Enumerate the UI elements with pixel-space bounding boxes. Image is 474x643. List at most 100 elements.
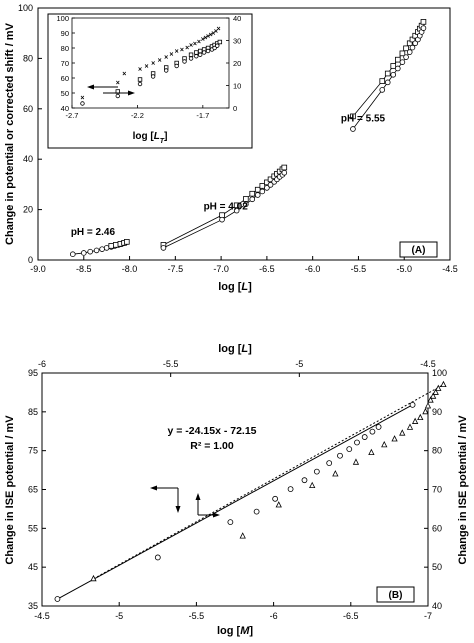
inset-data: ×××× × × × × × × × × × × × ××××××× — [80, 26, 223, 106]
data-point — [239, 532, 246, 539]
panel-b-regression-equation: y = -24.15x - 72.15 — [167, 425, 256, 437]
data-point — [313, 468, 320, 475]
x-tick-label: -7 — [424, 611, 432, 621]
data-point — [90, 574, 97, 582]
data-point — [350, 113, 356, 120]
panel-a-label: (A) — [412, 245, 426, 256]
data-point — [124, 239, 130, 245]
data-point — [93, 247, 100, 254]
data-point — [103, 245, 110, 251]
inset-data-point: × — [201, 37, 205, 44]
data-point — [354, 439, 360, 446]
data-point — [390, 63, 397, 69]
data-point — [233, 207, 240, 214]
data-point — [420, 25, 427, 31]
inset-data-point: × — [189, 43, 193, 50]
data-point — [272, 495, 279, 502]
data-point — [384, 70, 391, 77]
y-tick-label: 20 — [23, 205, 33, 215]
data-point — [281, 170, 288, 176]
data-point — [346, 446, 353, 453]
inset-ticks: -2.7 -2.2 -1.7 40 50 60 70 80 90 100 0 10 20 30 40 — [56, 14, 241, 120]
y2-tick-label: 100 — [432, 368, 447, 378]
data-point — [381, 440, 388, 448]
data-point — [87, 248, 93, 255]
inset-y2-tick-label: 10 — [233, 82, 241, 91]
inset-data-point: × — [214, 28, 218, 35]
inset-y2-tick-label: 20 — [233, 59, 241, 68]
panel-a-annotations: pH = 2.46 pH = 4.02 pH = 5.55 — [71, 113, 386, 237]
y-tick-label: 65 — [28, 485, 38, 495]
y-tick-label: 0 — [28, 255, 33, 265]
inset-y-tick-label: 90 — [61, 29, 69, 38]
x-tick-label: -4.5 — [34, 611, 50, 621]
panel-a-plot-frame — [37, 7, 451, 261]
data-point — [399, 59, 406, 65]
data-point — [264, 185, 270, 191]
x2-tick-label: -5 — [295, 359, 303, 369]
inset-x-tick-label: -2.2 — [131, 111, 144, 120]
data-point — [264, 179, 270, 186]
data-point — [409, 44, 416, 51]
data-point — [332, 470, 339, 477]
x-tick-label: -9.0 — [30, 264, 46, 274]
data-point — [369, 428, 376, 435]
data-point — [411, 417, 419, 424]
inset-y2-tick-label: 0 — [233, 104, 237, 113]
fit-line-0 — [57, 404, 413, 600]
x-tick-label: -8.5 — [76, 264, 92, 274]
data-point — [113, 242, 119, 248]
data-point — [254, 186, 261, 193]
data-point — [275, 501, 282, 508]
panel-b-ticks: -4.5 -5 -5.5 -6 -6.5 -7-6 -5.5 -5 -4.53545556575… — [28, 359, 447, 621]
data-point — [108, 243, 115, 249]
inset-y-tick-label: 70 — [61, 59, 69, 68]
y2-tick-label: 40 — [432, 601, 442, 611]
data-point — [219, 212, 225, 218]
inset-data-point — [217, 39, 223, 45]
panel-b-data — [54, 380, 447, 602]
data-point — [427, 396, 434, 403]
inset-data-point: × — [175, 49, 179, 56]
panel-a-x-axis-title: log [L] — [218, 281, 252, 293]
data-point — [99, 246, 105, 252]
inset-data-point — [198, 48, 203, 54]
x-tick-label: -5.5 — [189, 611, 205, 621]
panel-b-chart: -4.5 -5 -5.5 -6 -6.5 -7-6 -5.5 -5 -4.53545556575… — [4, 343, 469, 637]
y2-tick-label: 70 — [432, 485, 442, 495]
data-point — [390, 71, 397, 78]
data-point — [361, 434, 368, 440]
data-point — [259, 188, 266, 195]
panel-a-x-ticks: -9.0 -8.5 -8.0 -7.5 -7.0 -6.5 -6.0 -5.5 -5.0 -4.5 — [30, 256, 458, 274]
x-tick-label: -5.5 — [351, 264, 367, 274]
data-point — [429, 392, 437, 399]
data-point — [337, 452, 343, 459]
y2-tick-label: 50 — [432, 562, 442, 572]
inset-y-tick-label: 80 — [61, 44, 69, 53]
inset-data-point: × — [209, 32, 213, 39]
inset-data-point: × — [116, 80, 120, 87]
y-tick-label: 55 — [28, 523, 38, 533]
panel-a-data — [69, 19, 427, 258]
inset-data-point: × — [158, 58, 162, 65]
inset-y2-tick-label: 30 — [233, 37, 241, 46]
data-point — [69, 251, 76, 258]
data-point — [406, 423, 414, 430]
panel-a-y-axis-title: Change in potential or corrected shift /… — [4, 22, 16, 245]
inset-data-point: × — [164, 55, 168, 62]
panel-b-label-box — [376, 586, 415, 603]
x2-tick-label: -5.5 — [163, 359, 179, 369]
y-tick-label: 95 — [28, 368, 38, 378]
data-point — [391, 435, 398, 442]
inset-data-point: × — [216, 26, 220, 33]
inset-data-point: × — [211, 31, 215, 38]
x-tick-label: -8.0 — [122, 264, 138, 274]
inset-data-point — [182, 59, 187, 64]
inset-data-point: × — [151, 61, 155, 68]
data-point — [375, 424, 382, 430]
inset-data-point — [198, 52, 203, 57]
inset-data-point — [150, 74, 156, 79]
inset-data-point — [80, 101, 85, 106]
